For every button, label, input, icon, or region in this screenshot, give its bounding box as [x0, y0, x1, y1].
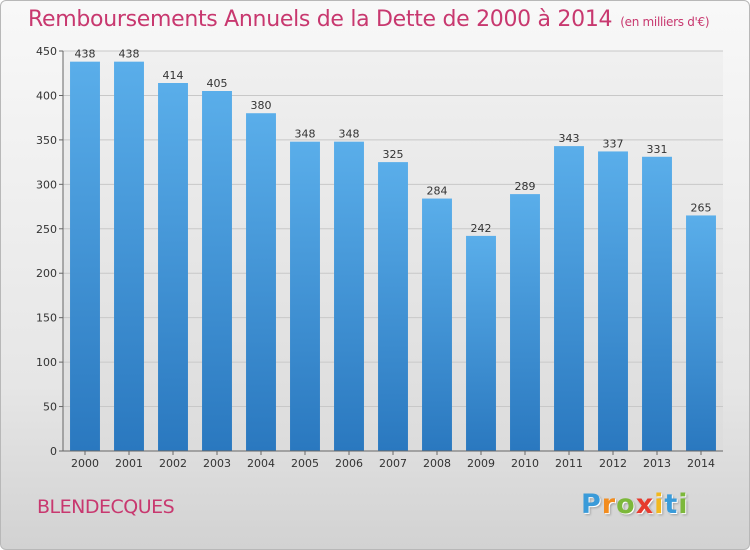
y-tick-label: 0 [50, 445, 57, 458]
logo-letter: i [654, 489, 665, 520]
logo-letter: i [678, 489, 689, 520]
bar [598, 151, 628, 451]
bar [114, 61, 144, 452]
bar [70, 61, 100, 452]
x-tick-label: 2002 [159, 457, 187, 470]
y-tick-label: 50 [43, 401, 57, 414]
y-tick-label: 150 [36, 312, 57, 325]
title-unit: (en milliers d'€) [620, 15, 710, 29]
data-label: 331 [647, 143, 668, 156]
data-label: 348 [339, 128, 360, 141]
data-label: 242 [471, 222, 492, 235]
x-tick-label: 2011 [555, 457, 583, 470]
data-label: 284 [427, 185, 448, 198]
logo-letter: r [601, 489, 617, 520]
logo-letter: x [635, 489, 655, 520]
x-tick-label: 2005 [291, 457, 319, 470]
y-tick-label: 100 [36, 356, 57, 369]
y-tick-label: 250 [36, 223, 57, 236]
x-tick-label: 2008 [423, 457, 451, 470]
bar [246, 113, 276, 451]
bar [334, 141, 364, 451]
logo-letter: t [664, 489, 679, 520]
y-tick-label: 450 [36, 45, 57, 58]
y-tick-label: 200 [36, 267, 57, 280]
y-tick-label: 300 [36, 178, 57, 191]
data-label: 380 [251, 99, 272, 112]
x-tick-label: 2007 [379, 457, 407, 470]
data-label: 265 [691, 201, 712, 214]
data-label: 414 [163, 69, 184, 82]
data-label: 289 [515, 180, 536, 193]
bar [554, 146, 584, 451]
data-label: 348 [295, 128, 316, 141]
data-label: 438 [119, 48, 140, 61]
title-text: Remboursements Annuels de la Dette de 20… [28, 7, 613, 32]
data-label: 325 [383, 148, 404, 161]
x-tick-label: 2014 [687, 457, 715, 470]
y-tick-label: 350 [36, 134, 57, 147]
bar [202, 91, 232, 451]
bar [510, 194, 540, 451]
bar [422, 198, 452, 451]
x-tick-label: 2009 [467, 457, 495, 470]
bar [158, 83, 188, 451]
logo-letter: o [616, 489, 636, 520]
town-name: BLENDECQUES [37, 496, 175, 518]
data-label: 343 [559, 132, 580, 145]
data-label: 405 [207, 77, 228, 90]
bar [378, 162, 408, 451]
x-tick-label: 2010 [511, 457, 539, 470]
y-tick-label: 400 [36, 89, 57, 102]
bar [686, 215, 716, 451]
x-tick-label: 2003 [203, 457, 231, 470]
x-tick-label: 2004 [247, 457, 275, 470]
bar [466, 235, 496, 451]
data-label: 438 [75, 48, 96, 61]
data-label: 337 [603, 137, 624, 150]
x-tick-label: 2012 [599, 457, 627, 470]
x-tick-label: 2006 [335, 457, 363, 470]
x-tick-label: 2013 [643, 457, 671, 470]
logo-letter: P [581, 489, 602, 520]
bar [290, 141, 320, 451]
x-tick-label: 2001 [115, 457, 143, 470]
bar [642, 156, 672, 451]
x-tick-label: 2000 [71, 457, 99, 470]
proxiti-logo: Proxiti [581, 489, 689, 520]
chart-title: Remboursements Annuels de la Dette de 20… [28, 7, 710, 32]
